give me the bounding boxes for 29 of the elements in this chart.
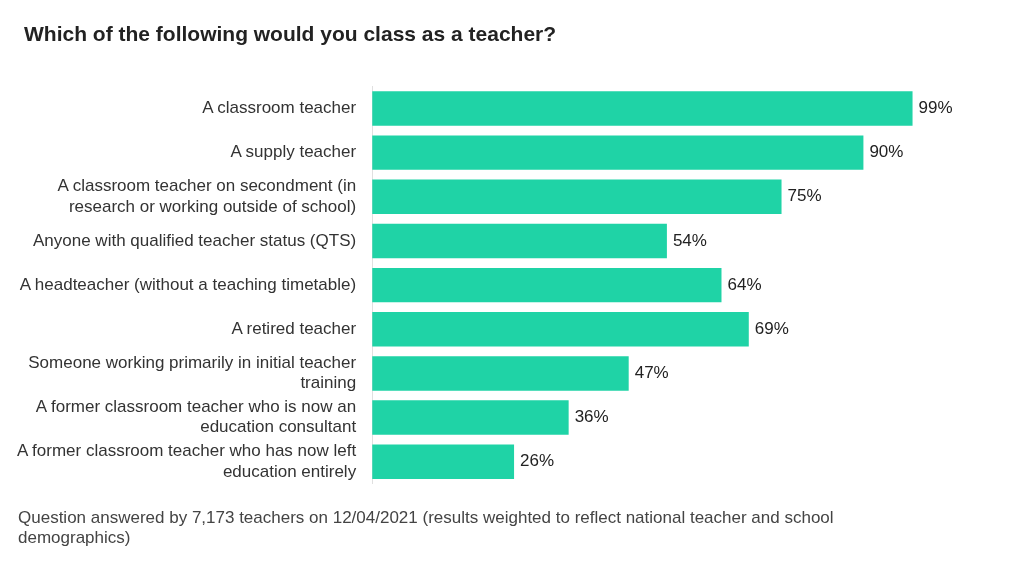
data-label: 26% bbox=[520, 451, 555, 471]
chart-title: Which of the following would you class as a teacher? bbox=[24, 22, 558, 46]
data-label: 47% bbox=[634, 363, 669, 383]
y-tick-label: A supply teacher bbox=[230, 142, 357, 162]
data-label: 75% bbox=[787, 186, 822, 206]
y-tick-label: Anyone with qualified teacher status (QTS) bbox=[32, 230, 357, 250]
y-tick-label: A former classroom teacher who has now left education entirely bbox=[16, 441, 357, 481]
data-label: 99% bbox=[918, 98, 953, 118]
data-label: 64% bbox=[727, 274, 762, 294]
bar bbox=[372, 312, 749, 347]
y-tick-label: A classroom teacher bbox=[202, 98, 357, 118]
data-label: 36% bbox=[574, 407, 609, 427]
bar bbox=[372, 444, 515, 479]
data-label: 69% bbox=[754, 318, 789, 338]
y-tick-label: A headteacher (without a teaching timetable) bbox=[19, 274, 357, 294]
data-label: 54% bbox=[672, 230, 707, 250]
bar bbox=[372, 267, 722, 303]
bar bbox=[372, 223, 667, 259]
y-tick-label: Someone working primarily in initial teacher training bbox=[28, 352, 357, 393]
data-label: 90% bbox=[869, 142, 904, 162]
bar bbox=[372, 179, 782, 215]
bar bbox=[372, 400, 569, 435]
y-tick-label: A former classroom teacher who is now an education consultant bbox=[35, 397, 357, 437]
bar bbox=[372, 135, 864, 170]
y-tick-label: A retired teacher bbox=[231, 318, 357, 338]
bar bbox=[372, 91, 913, 126]
y-tick-label: A classroom teacher on secondment (in research or working outside of school) bbox=[57, 176, 357, 216]
text: Question answered by 7,173 teachers on 12/04/2021 (results weighted to reflect national teacher and school demographics) bbox=[18, 508, 835, 548]
bar bbox=[372, 356, 629, 391]
